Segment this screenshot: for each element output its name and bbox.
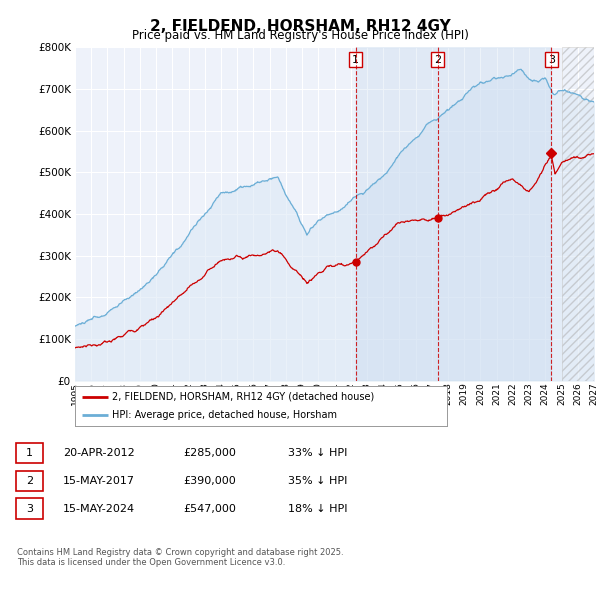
Text: 1: 1 (26, 448, 33, 458)
Text: 35% ↓ HPI: 35% ↓ HPI (288, 476, 347, 486)
Text: Price paid vs. HM Land Registry's House Price Index (HPI): Price paid vs. HM Land Registry's House … (131, 30, 469, 42)
Text: 2, FIELDEND, HORSHAM, RH12 4GY: 2, FIELDEND, HORSHAM, RH12 4GY (149, 19, 451, 34)
Text: 15-MAY-2017: 15-MAY-2017 (63, 476, 135, 486)
Text: £547,000: £547,000 (183, 504, 236, 513)
Text: 20-APR-2012: 20-APR-2012 (63, 448, 135, 458)
Text: £390,000: £390,000 (183, 476, 236, 486)
Text: 18% ↓ HPI: 18% ↓ HPI (288, 504, 347, 513)
Text: 2, FIELDEND, HORSHAM, RH12 4GY (detached house): 2, FIELDEND, HORSHAM, RH12 4GY (detached… (112, 392, 374, 402)
Text: 2: 2 (434, 54, 442, 64)
Text: 33% ↓ HPI: 33% ↓ HPI (288, 448, 347, 458)
Text: 3: 3 (26, 504, 33, 513)
Text: 2: 2 (26, 476, 33, 486)
Text: 3: 3 (548, 54, 555, 64)
Bar (356, 47, 551, 381)
Text: 15-MAY-2024: 15-MAY-2024 (63, 504, 135, 513)
Text: £285,000: £285,000 (183, 448, 236, 458)
Text: Contains HM Land Registry data © Crown copyright and database right 2025.
This d: Contains HM Land Registry data © Crown c… (17, 548, 343, 567)
Text: 1: 1 (352, 54, 359, 64)
Text: HPI: Average price, detached house, Horsham: HPI: Average price, detached house, Hors… (112, 410, 337, 420)
